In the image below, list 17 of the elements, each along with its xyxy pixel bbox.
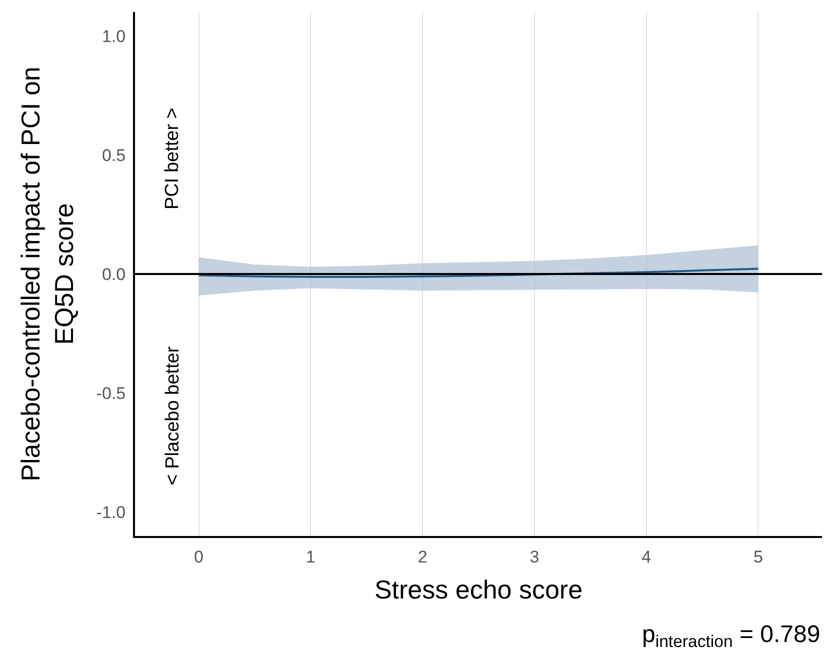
y-tick-label: -1.0: [96, 503, 126, 522]
x-tick-label: 2: [418, 547, 428, 566]
x-axis-title: Stress echo score: [374, 574, 583, 605]
x-tick-label: 1: [306, 547, 316, 566]
y-axis-title: Placebo-controlled impact of PCI on EQ5D score: [15, 66, 80, 482]
y-tick-label: 0.5: [102, 146, 126, 165]
text: p$_{interaction}$ = 0.789: [642, 621, 820, 651]
y-tick-label: 1.0: [102, 26, 126, 46]
annotation: PCI better >: [162, 108, 184, 210]
x-tick-label: 5: [753, 547, 763, 566]
annotation: < Placebo better: [162, 346, 184, 486]
line-series: [198, 268, 760, 278]
x-tick-label: 4: [642, 547, 652, 566]
x-tick-label: 0: [194, 547, 204, 566]
x-tick-label: 3: [530, 547, 540, 566]
y-tick-label: -0.5: [96, 384, 126, 404]
y-tick-label: 0.0: [102, 264, 126, 284]
